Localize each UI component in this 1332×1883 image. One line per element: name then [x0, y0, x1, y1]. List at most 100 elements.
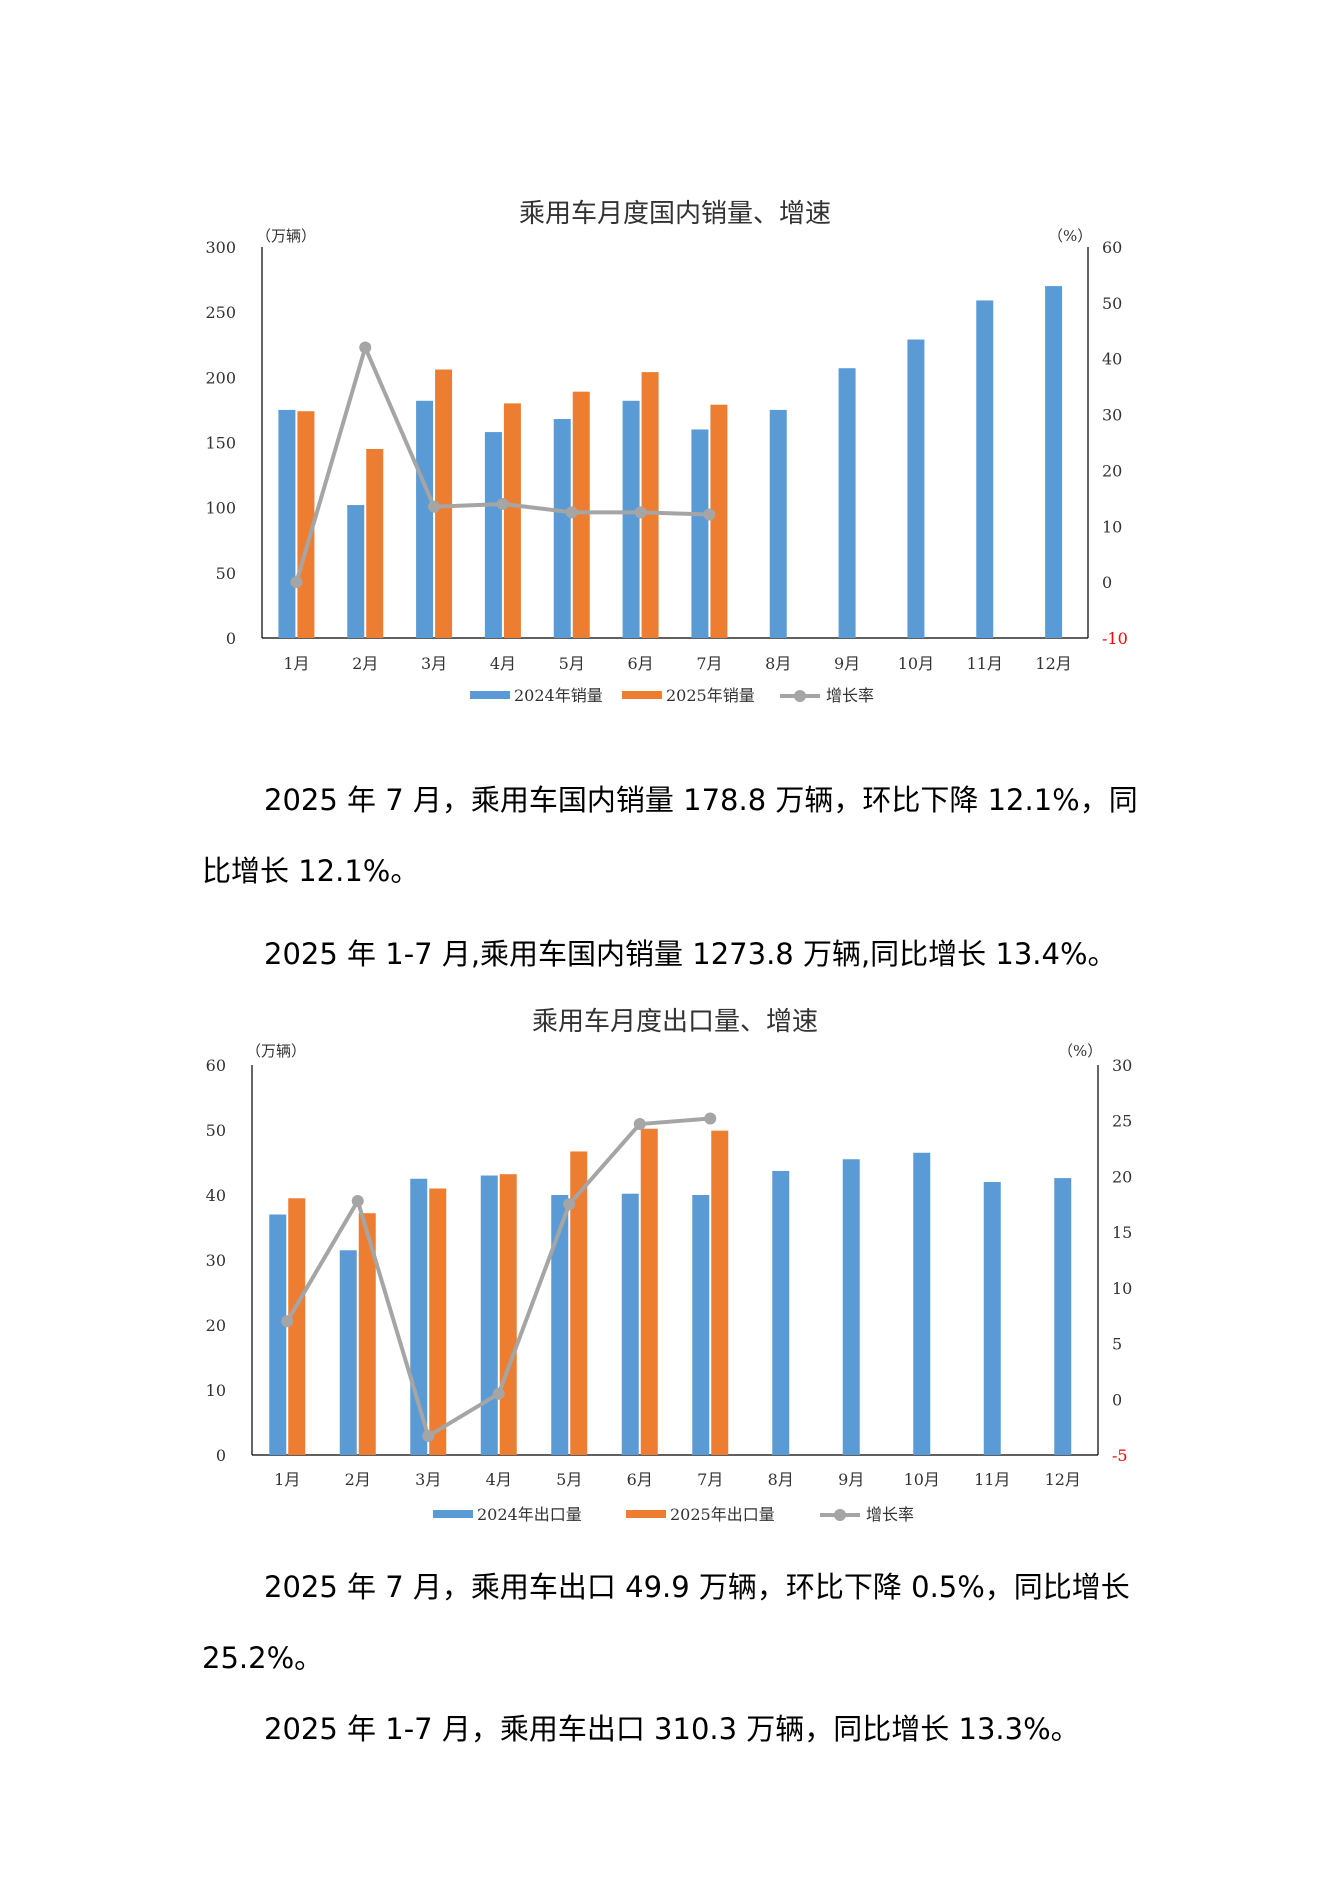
bar-2024	[480, 1175, 498, 1455]
growth-rate-point	[359, 341, 372, 354]
category-label: 7月	[696, 654, 722, 673]
right-tick-label: 30	[1102, 406, 1122, 425]
growth-rate-point	[565, 506, 578, 519]
left-tick-label: 250	[205, 303, 236, 322]
bar-2025	[711, 1130, 729, 1455]
growth-rate-point	[351, 1194, 364, 1207]
bar-2024	[976, 300, 994, 638]
left-tick-label: 50	[216, 564, 236, 583]
right-tick-label: 10	[1112, 1279, 1132, 1298]
right-axis-unit: （%）	[1048, 227, 1092, 245]
growth-rate-point	[704, 1112, 717, 1125]
bar-2024	[691, 429, 709, 638]
category-label: 4月	[486, 1470, 512, 1489]
growth-rate-point	[492, 1387, 505, 1400]
growth-rate-point	[281, 1315, 294, 1328]
right-tick-label: 0	[1102, 573, 1112, 592]
category-label: 4月	[490, 654, 516, 673]
legend-label-2025: 2025年销量	[666, 686, 755, 705]
bar-2024	[410, 1178, 428, 1455]
paragraph-july-domestic-sales: 2025 年 7 月，乘用车国内销量 178.8 万辆，环比下降 12.1%，同…	[202, 783, 1138, 888]
legend-swatch-2025	[622, 691, 662, 699]
left-tick-label: 200	[205, 368, 236, 387]
legend-label-growth: 增长率	[826, 686, 874, 705]
bar-2024	[838, 368, 856, 638]
legend-label-2024: 2024年销量	[514, 686, 603, 705]
growth-rate-point	[703, 508, 716, 521]
bar-2024	[269, 1214, 287, 1455]
left-tick-label: 300	[205, 238, 236, 257]
right-tick-label: 20	[1112, 1167, 1132, 1186]
chart-title: 乘用车月度出口量、增速	[532, 1007, 818, 1037]
bar-2025	[641, 372, 659, 638]
bar-2024	[772, 1170, 790, 1455]
category-label: 11月	[974, 1470, 1010, 1489]
category-label: 10月	[904, 1470, 940, 1489]
bar-2024	[621, 1193, 639, 1455]
legend-label-2025: 2025年出口量	[670, 1505, 775, 1524]
left-axis-unit: （万辆）	[246, 1042, 306, 1060]
category-label: 5月	[556, 1470, 582, 1489]
left-tick-label: 60	[206, 1056, 226, 1075]
bar-2024	[913, 1152, 931, 1455]
paragraph-ytd-exports: 2025 年 1-7 月，乘用车出口 310.3 万辆，同比增长 13.3%。	[264, 1712, 1080, 1746]
legend-swatch-2025	[626, 1510, 666, 1518]
right-tick-label: 5	[1112, 1335, 1122, 1354]
right-tick-label: 60	[1102, 238, 1122, 257]
domestic-sales-chart: 乘用车月度国内销量、增速 （万辆） （%） 0 50 100 150 200 250 300 -10…	[0, 180, 1332, 720]
bar-2024	[553, 419, 571, 638]
bar-2024	[416, 400, 434, 638]
category-label: 6月	[627, 654, 653, 673]
growth-rate-point	[428, 500, 441, 513]
right-tick-label: -5	[1112, 1446, 1128, 1465]
category-label: 7月	[697, 1470, 723, 1489]
category-label: 8月	[765, 654, 791, 673]
bar-2024	[907, 339, 925, 638]
export-chart: 乘用车月度出口量、增速 （万辆） （%） 0 10 20 30 40 50 60 -5 0 5 10 15 2…	[0, 995, 1332, 1535]
category-label: 3月	[415, 1470, 441, 1489]
category-label: 5月	[559, 654, 585, 673]
bar-2024	[484, 432, 502, 638]
bar-2024	[347, 505, 365, 638]
left-tick-label: 0	[216, 1446, 226, 1465]
left-axis-unit: （万辆）	[256, 227, 316, 245]
growth-rate-point	[290, 576, 303, 589]
legend-label-2024: 2024年出口量	[477, 1505, 582, 1524]
chart-title: 乘用车月度国内销量、增速	[519, 199, 831, 229]
category-label: 9月	[834, 654, 860, 673]
bar-2024	[983, 1182, 1001, 1455]
right-tick-label: 15	[1112, 1223, 1132, 1242]
category-label: 6月	[627, 1470, 653, 1489]
right-tick-label: 0	[1112, 1390, 1122, 1409]
bar-2025	[572, 391, 590, 638]
legend-marker-growth	[794, 690, 806, 702]
bar-2024	[278, 409, 296, 638]
domestic-sales-chart-svg: 乘用车月度国内销量、增速（万辆） （%）050100150200250300-10…	[205, 199, 1127, 705]
bar-2025	[710, 404, 728, 638]
category-label: 1月	[283, 654, 309, 673]
right-tick-label: 40	[1102, 350, 1122, 369]
bar-2025	[429, 1188, 447, 1455]
growth-rate-point	[634, 506, 647, 519]
bar-2025	[358, 1213, 376, 1455]
right-tick-label: 50	[1102, 294, 1122, 313]
category-label: 12月	[1035, 654, 1071, 673]
growth-rate-point	[633, 1118, 646, 1131]
bar-2024	[842, 1159, 860, 1455]
category-label: 9月	[838, 1470, 864, 1489]
left-tick-label: 0	[226, 629, 236, 648]
left-tick-label: 50	[206, 1121, 226, 1140]
bar-2024	[1045, 286, 1063, 638]
bar-2025	[288, 1198, 306, 1455]
bar-2024	[551, 1195, 569, 1455]
category-label: 2月	[345, 1470, 371, 1489]
growth-rate-point	[563, 1198, 576, 1211]
right-tick-label: 20	[1102, 461, 1122, 480]
bar-2025	[570, 1151, 588, 1455]
legend-marker-growth	[834, 1509, 846, 1521]
bar-2024	[339, 1250, 357, 1455]
legend-label-growth: 增长率	[866, 1505, 914, 1524]
growth-rate-point	[496, 497, 509, 510]
left-tick-label: 150	[205, 434, 236, 453]
bar-2024	[1054, 1178, 1072, 1455]
